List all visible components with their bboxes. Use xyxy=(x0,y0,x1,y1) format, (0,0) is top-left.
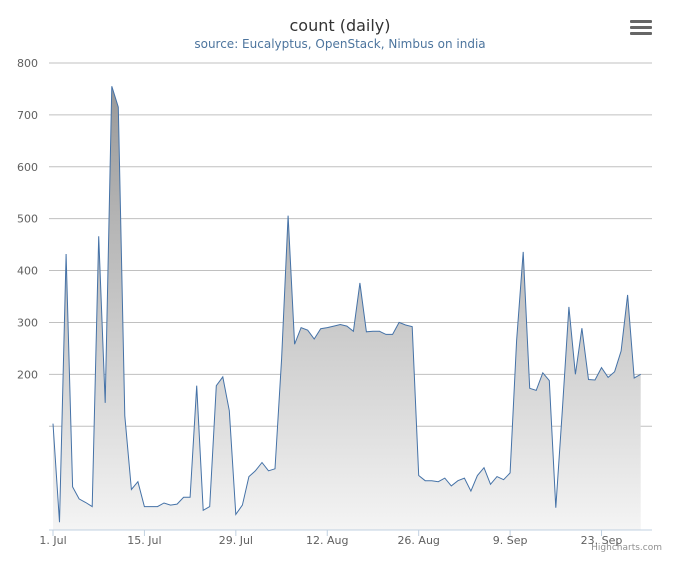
y-tick-label: 800 xyxy=(17,57,38,70)
y-tick-label: 300 xyxy=(17,316,38,329)
export-menu-button[interactable] xyxy=(630,20,652,38)
x-tick-label: 1. Jul xyxy=(39,534,66,547)
y-tick-label: 600 xyxy=(17,161,38,174)
chart-title: count (daily) xyxy=(289,16,391,35)
hamburger-menu-icon xyxy=(630,20,652,23)
x-tick-label: 29. Jul xyxy=(219,534,253,547)
x-tick-label: 23. Sep xyxy=(581,534,623,547)
y-tick-label: 700 xyxy=(17,109,38,122)
x-tick-label: 26. Aug xyxy=(397,534,439,547)
chart-subtitle: source: Eucalyptus, OpenStack, Nimbus on… xyxy=(194,37,486,51)
hamburger-menu-icon-bar xyxy=(630,26,652,29)
credit-link[interactable]: Highcharts.com xyxy=(591,543,662,553)
y-axis: 200 300 400 500 600 700 800 xyxy=(17,57,38,381)
series-line xyxy=(52,86,641,523)
x-tick-label: 9. Sep xyxy=(493,534,528,547)
y-tick-label: 400 xyxy=(17,265,38,278)
y-tick-label: 500 xyxy=(17,213,38,226)
x-tick-label: 12. Aug xyxy=(306,534,348,547)
series-area-fill xyxy=(53,86,641,531)
x-axis: 1. Jul 15. Jul 29. Jul 12. Aug 26. Aug 9. Sep… xyxy=(39,529,652,547)
x-tick-label: 15. Jul xyxy=(127,534,161,547)
series-area xyxy=(52,86,641,531)
y-tick-label: 200 xyxy=(17,368,38,381)
hamburger-menu-icon-bar xyxy=(630,32,652,35)
